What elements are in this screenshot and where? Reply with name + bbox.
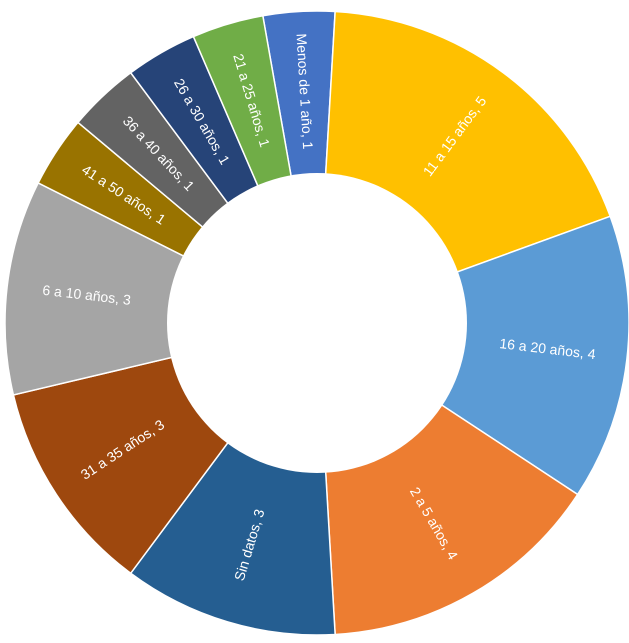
donut-slice-3 <box>315 215 629 496</box>
donut-slice-7 <box>4 181 320 396</box>
donut-slice-label-1: Menos de 1 año, 1 <box>293 33 316 150</box>
donut-hole <box>167 173 467 473</box>
